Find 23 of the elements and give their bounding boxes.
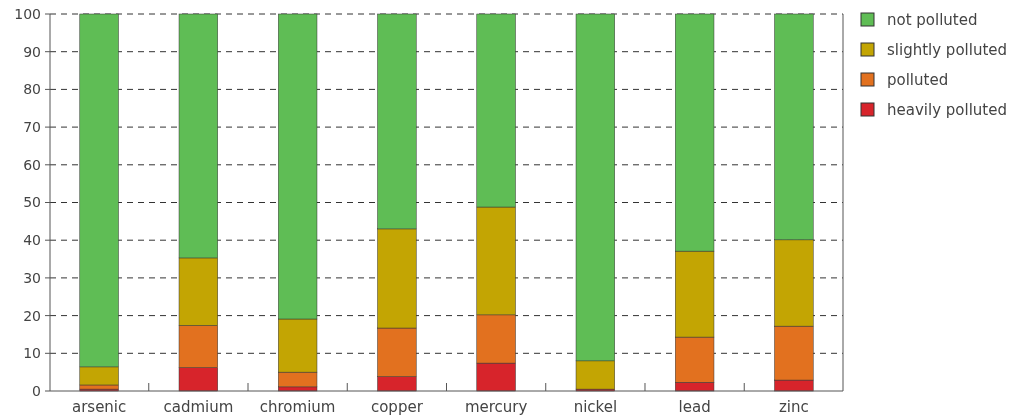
y-tick-label: 20	[23, 307, 41, 324]
y-tick-label: 40	[23, 232, 41, 249]
legend-label: heavily polluted	[887, 101, 1007, 120]
x-tick-label: chromium	[259, 398, 336, 416]
legend-label: slightly polluted	[887, 41, 1008, 60]
x-tick-label: nickel	[573, 398, 618, 416]
y-tick-label: 90	[23, 43, 41, 60]
x-tick-label: arsenic	[71, 398, 127, 416]
x-tick-label: zinc	[778, 398, 809, 416]
y-tick-label: 70	[23, 119, 41, 135]
y-tick-label: 100	[14, 5, 41, 22]
y-tick-label: 10	[23, 345, 41, 362]
y-tick-label: 60	[23, 156, 41, 173]
y-tick-label: 50	[23, 194, 41, 211]
x-tick-label: mercury	[464, 398, 528, 416]
x-tick-label: copper	[370, 398, 424, 416]
x-tick-label: cadmium	[163, 398, 234, 416]
y-tick-label: 0	[32, 382, 41, 399]
x-tick-label: lead	[678, 398, 711, 416]
y-tick-label: 80	[23, 81, 41, 98]
legend-label: polluted	[887, 71, 949, 90]
legend-label: not polluted	[887, 11, 978, 30]
y-tick-label: 30	[23, 269, 41, 286]
